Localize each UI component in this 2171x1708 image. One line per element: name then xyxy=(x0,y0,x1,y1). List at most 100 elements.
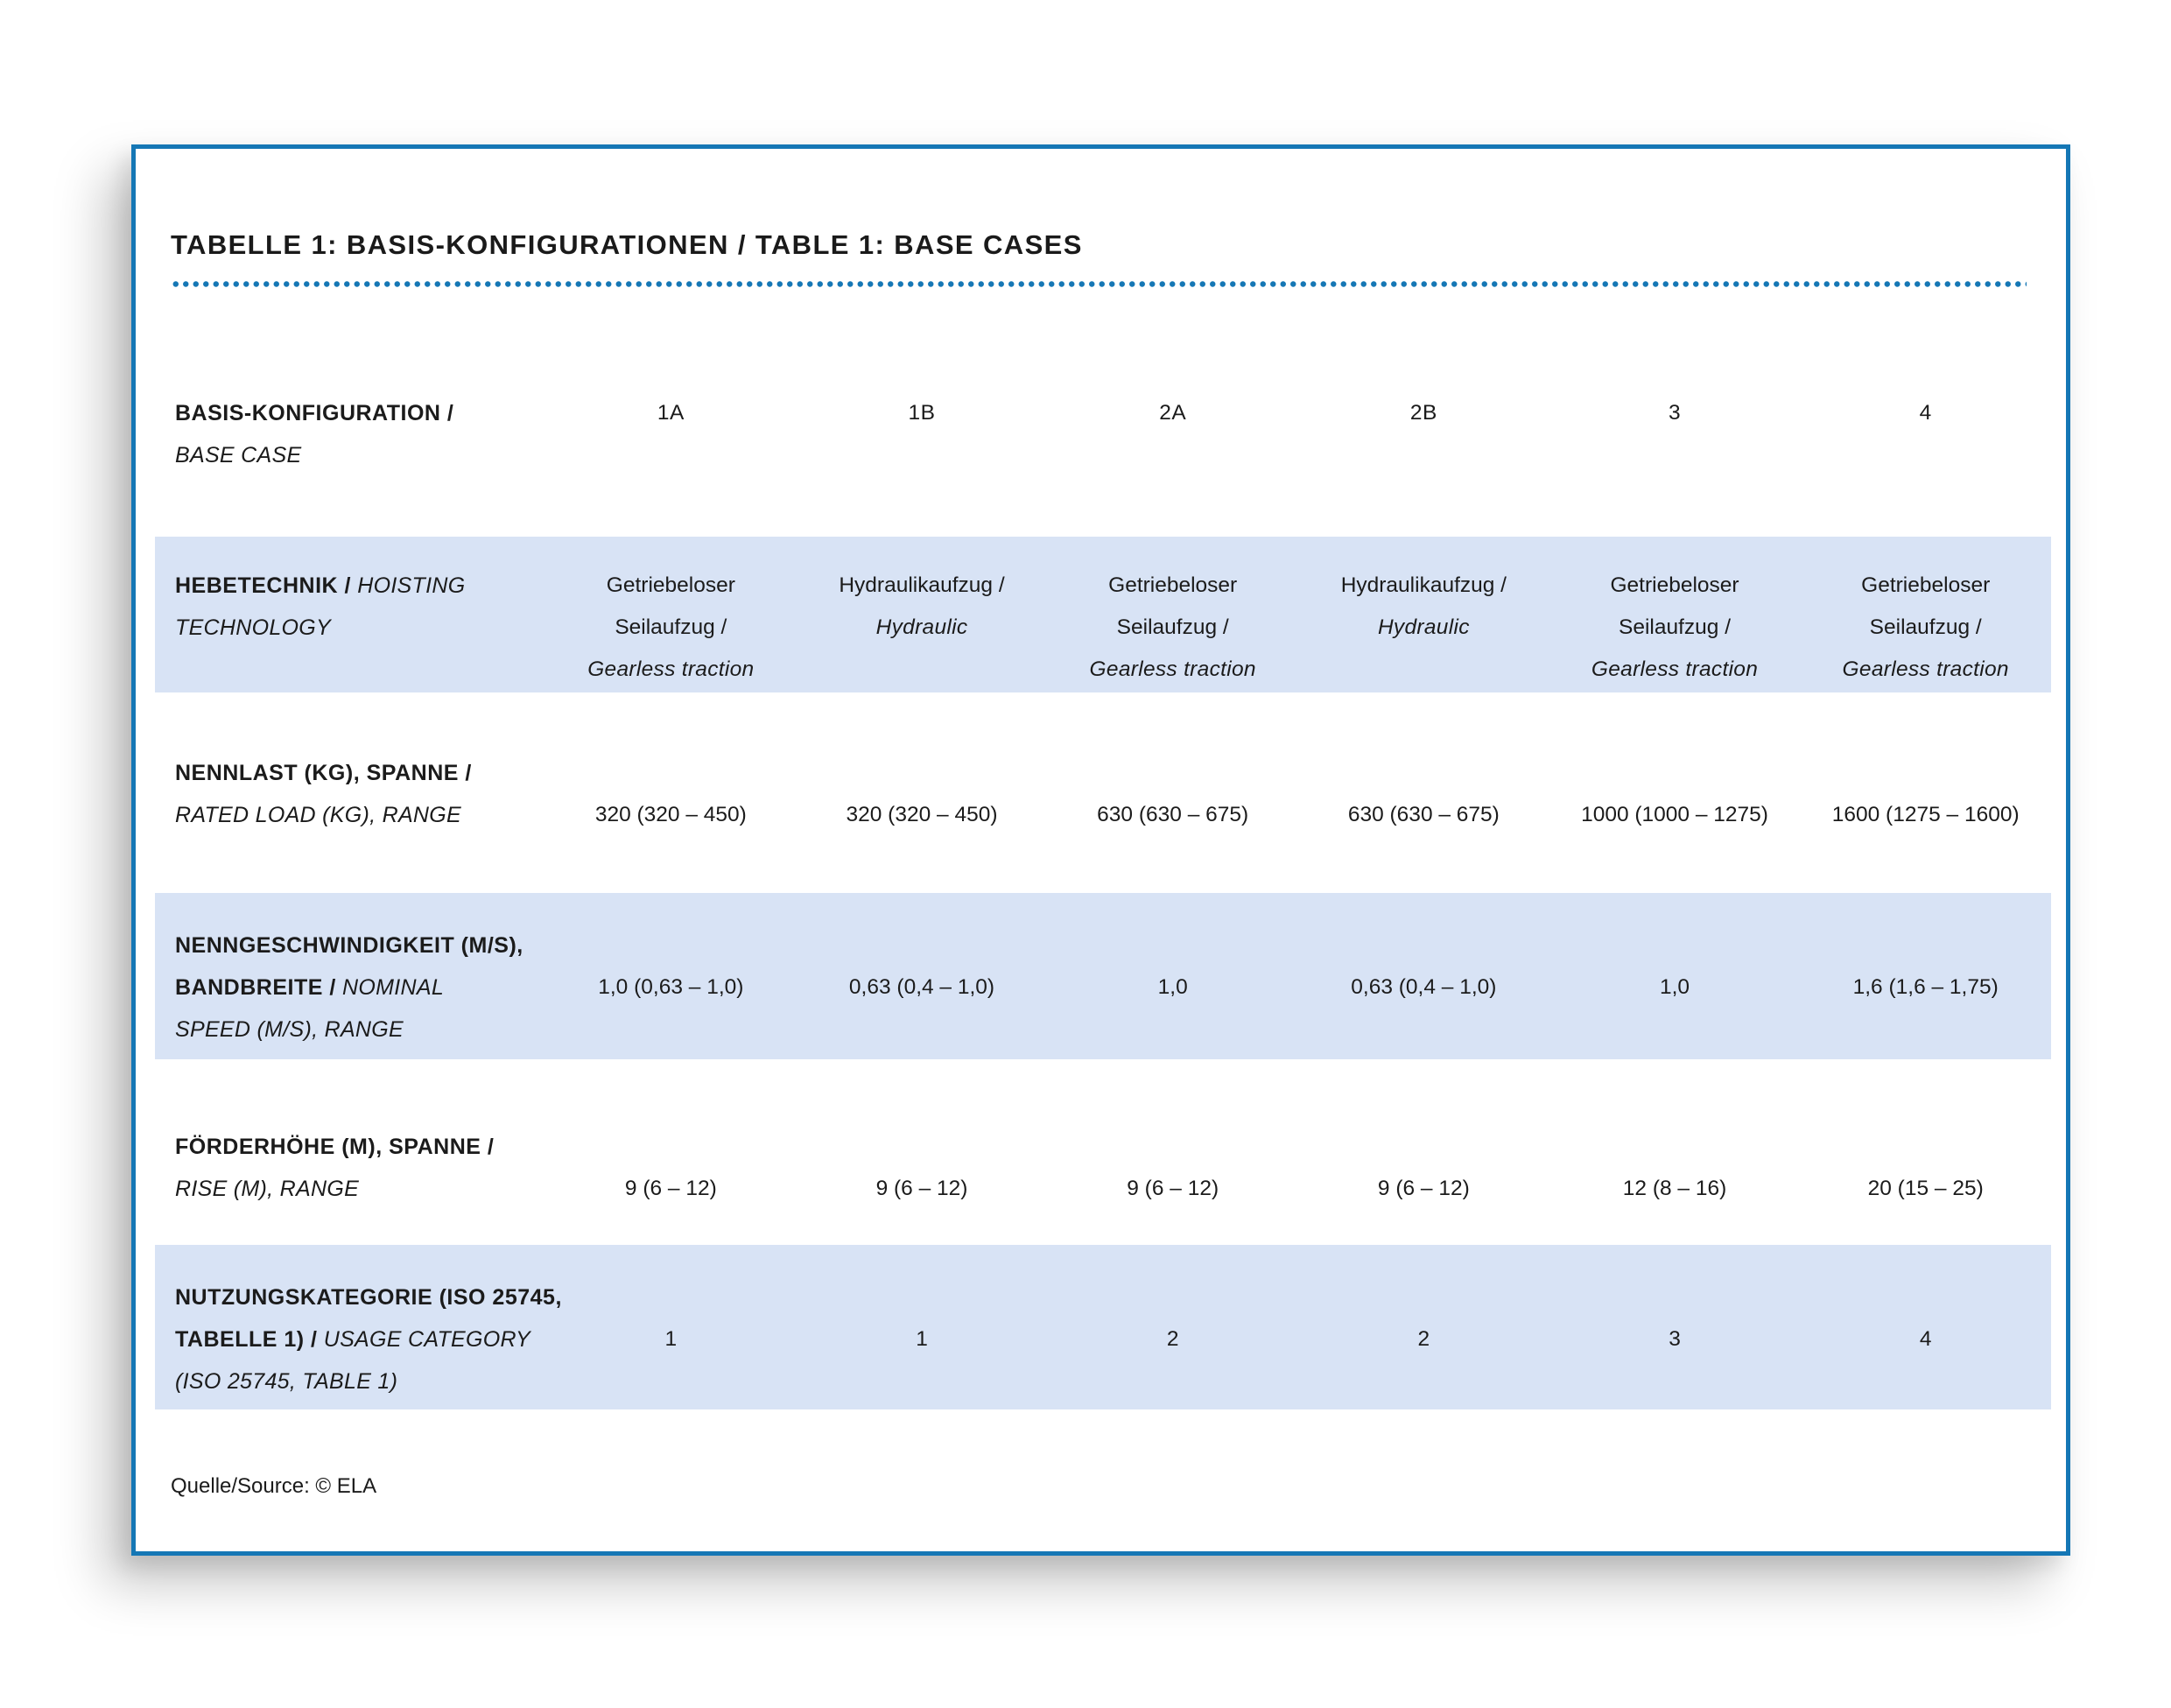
text-line: 0,63 (0,4 – 1,0) xyxy=(1298,966,1549,1009)
text-segment: 9 (6 – 12) xyxy=(875,1177,968,1200)
label-segment-italic: Hydraulic xyxy=(1377,615,1470,639)
value-cell-nutzungskategorie-4: 4 xyxy=(1800,1276,2051,1360)
label-segment-bold: BASIS-KONFIGURATION / xyxy=(175,401,454,425)
table-row-hebetechnik: HEBETECHNIK / HOISTING TECHNOLOGY Getriebe… xyxy=(155,537,2051,692)
table-row-nenngeschwindigkeit: NENNGESCHWINDIGKEIT (M/S), BANDBREITE / N… xyxy=(155,893,2051,1059)
table-row-nennlast: NENNLAST (KG), SPANNE / RATED LOAD (KG), … xyxy=(155,692,2051,893)
label-segment-italic: TECHNOLOGY xyxy=(175,615,332,640)
dotted-divider xyxy=(171,280,2027,288)
text-line: 0,63 (0,4 – 1,0) xyxy=(797,966,1048,1009)
value-cell-hebetechnik-3: Getriebeloser Seilaufzug / Gearless tracti… xyxy=(1549,565,1801,691)
value-cell-nenngeschwindigkeit-1A: 1,0 (0,63 – 1,0) xyxy=(545,924,797,1009)
label-segment-bold: NUTZUNGSKATEGORIE (ISO 25745, xyxy=(175,1285,562,1310)
row-label-nutzungskategorie: NUTZUNGSKATEGORIE (ISO 25745, TABELLE 1) … xyxy=(155,1276,561,1402)
column-header-1B: 1B xyxy=(797,392,1048,434)
text-segment: 2B xyxy=(1409,401,1437,425)
table-card: TABELLE 1: BASIS-KONFIGURATIONEN / TABLE… xyxy=(131,144,2070,1556)
text-line: 630 (630 – 675) xyxy=(1298,794,1549,836)
text-line: Getriebeloser xyxy=(1800,565,2051,607)
label-segment-italic: NOMINAL xyxy=(335,975,445,1000)
text-segment: 320 (320 – 450) xyxy=(594,803,747,826)
text-segment: 9 (6 – 12) xyxy=(1377,1177,1470,1200)
text-line: 1000 (1000 – 1275) xyxy=(1549,794,1801,836)
text-segment: Getriebeloser xyxy=(1610,573,1739,597)
text-line: 1,0 xyxy=(1549,966,1801,1009)
text-segment: 1A xyxy=(657,401,685,425)
text-segment: 4 xyxy=(1919,1327,1932,1351)
label-segment-bold: BANDBREITE / xyxy=(175,975,336,1000)
text-segment: 4 xyxy=(1919,401,1932,425)
row-label-foerderhoehe: FÖRDERHÖHE (M), SPANNE / RISE (M), RANGE xyxy=(155,1126,545,1210)
text-line: 9 (6 – 12) xyxy=(1298,1168,1549,1210)
value-cell-hebetechnik-2B: Hydraulikaufzug / Hydraulic xyxy=(1298,565,1549,649)
row-label-nennlast: NENNLAST (KG), SPANNE / RATED LOAD (KG), … xyxy=(155,752,545,836)
value-cell-nennlast-4: 1600 (1275 – 1600) xyxy=(1800,752,2051,836)
text-line: Getriebeloser xyxy=(545,565,797,607)
text-segment: Getriebeloser xyxy=(1861,573,1991,597)
text-line: 1 xyxy=(797,1318,1048,1360)
label-segment-bold: FÖRDERHÖHE (M), SPANNE / xyxy=(175,1135,495,1159)
label-segment-italic: RISE (M), RANGE xyxy=(175,1177,360,1201)
table-row-foerderhoehe: FÖRDERHÖHE (M), SPANNE / RISE (M), RANGE 9… xyxy=(155,1059,2051,1245)
value-cell-foerderhoehe-2A: 9 (6 – 12) xyxy=(1047,1126,1298,1210)
text-line: 2B xyxy=(1298,392,1549,434)
value-cell-nennlast-2A: 630 (630 – 675) xyxy=(1047,752,1298,836)
text-line: Getriebeloser xyxy=(1549,565,1801,607)
text-line: TABELLE 1) / USAGE CATEGORY xyxy=(175,1318,545,1360)
column-header-2B: 2B xyxy=(1298,392,1549,434)
text-segment: Seilaufzug / xyxy=(615,615,727,639)
base-cases-table: BASIS-KONFIGURATION / BASE CASE 1A 1B 2A 2B 3 4… xyxy=(155,378,2051,1409)
page-title: TABELLE 1: BASIS-KONFIGURATIONEN / TABLE… xyxy=(171,229,1083,260)
value-cell-nenngeschwindigkeit-4: 1,6 (1,6 – 1,75) xyxy=(1800,924,2051,1009)
text-segment: 0,63 (0,4 – 1,0) xyxy=(1351,975,1497,999)
label-segment-italic: Gearless traction xyxy=(1089,657,1256,681)
text-line: 1,0 xyxy=(1047,966,1298,1009)
text-line: 4 xyxy=(1800,1318,2051,1360)
label-segment-bold: NENNGESCHWINDIGKEIT (M/S), xyxy=(175,933,523,958)
value-cell-hebetechnik-1B: Hydraulikaufzug / Hydraulic xyxy=(797,565,1048,649)
value-cell-foerderhoehe-1A: 9 (6 – 12) xyxy=(545,1126,797,1210)
column-header-4: 4 xyxy=(1800,392,2051,434)
text-line: Gearless traction xyxy=(1800,649,2051,691)
text-line: BASE CASE xyxy=(175,434,545,476)
label-segment-bold: HEBETECHNIK / xyxy=(175,573,351,598)
text-segment: 630 (630 – 675) xyxy=(1097,803,1249,826)
text-line: Hydraulikaufzug / xyxy=(1298,565,1549,607)
text-line: Getriebeloser xyxy=(1047,565,1298,607)
text-line: 1B xyxy=(797,392,1048,434)
value-cell-hebetechnik-1A: Getriebeloser Seilaufzug / Gearless tracti… xyxy=(545,565,797,691)
text-segment: Hydraulikaufzug / xyxy=(1340,573,1507,597)
text-line: 1,6 (1,6 – 1,75) xyxy=(1800,966,2051,1009)
text-line: 2 xyxy=(1047,1318,1298,1360)
table-header-row: BASIS-KONFIGURATION / BASE CASE 1A 1B 2A 2B 3 4 xyxy=(155,378,2051,537)
text-line: BASIS-KONFIGURATION / xyxy=(175,392,545,434)
value-cell-foerderhoehe-2B: 9 (6 – 12) xyxy=(1298,1126,1549,1210)
text-line: Gearless traction xyxy=(1047,649,1298,691)
text-segment: 9 (6 – 12) xyxy=(624,1177,717,1200)
value-cell-nennlast-2B: 630 (630 – 675) xyxy=(1298,752,1549,836)
text-segment: 9 (6 – 12) xyxy=(1127,1177,1219,1200)
value-cell-nenngeschwindigkeit-1B: 0,63 (0,4 – 1,0) xyxy=(797,924,1048,1009)
value-cell-nutzungskategorie-1B: 1 xyxy=(797,1276,1048,1360)
text-segment: 2A xyxy=(1159,401,1187,425)
text-segment: Seilaufzug / xyxy=(1116,615,1229,639)
text-segment: 12 (8 – 16) xyxy=(1622,1177,1727,1200)
label-segment-italic: Gearless traction xyxy=(1842,657,2009,681)
text-line: Hydraulikaufzug / xyxy=(797,565,1048,607)
text-line: 1A xyxy=(545,392,797,434)
label-segment-italic: Gearless traction xyxy=(587,657,755,681)
text-segment: Seilaufzug / xyxy=(1869,615,1982,639)
text-line: 1 xyxy=(545,1318,797,1360)
text-segment: 1,0 (0,63 – 1,0) xyxy=(598,975,744,999)
label-segment-italic: (ISO 25745, TABLE 1) xyxy=(175,1369,398,1394)
text-line: Seilaufzug / xyxy=(545,607,797,649)
text-line: NENNGESCHWINDIGKEIT (M/S), xyxy=(175,924,545,966)
text-line: SPEED (M/S), RANGE xyxy=(175,1009,545,1051)
text-line: HEBETECHNIK / HOISTING xyxy=(175,565,545,607)
text-segment: 1,0 xyxy=(1157,975,1188,999)
text-segment: 2 xyxy=(1417,1327,1430,1351)
text-line: 3 xyxy=(1549,392,1801,434)
value-cell-nennlast-1B: 320 (320 – 450) xyxy=(797,752,1048,836)
text-segment: 1 xyxy=(664,1327,678,1351)
text-segment: 2 xyxy=(1166,1327,1179,1351)
